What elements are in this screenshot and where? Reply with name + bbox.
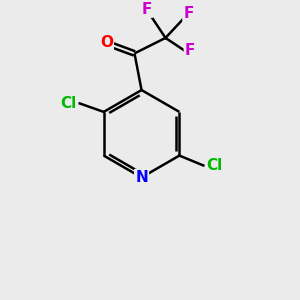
Text: F: F [183,7,194,22]
Text: Cl: Cl [60,96,76,111]
Text: F: F [185,43,195,58]
Text: O: O [100,34,113,50]
Text: Cl: Cl [207,158,223,173]
Text: N: N [135,170,148,185]
Text: F: F [142,2,152,17]
